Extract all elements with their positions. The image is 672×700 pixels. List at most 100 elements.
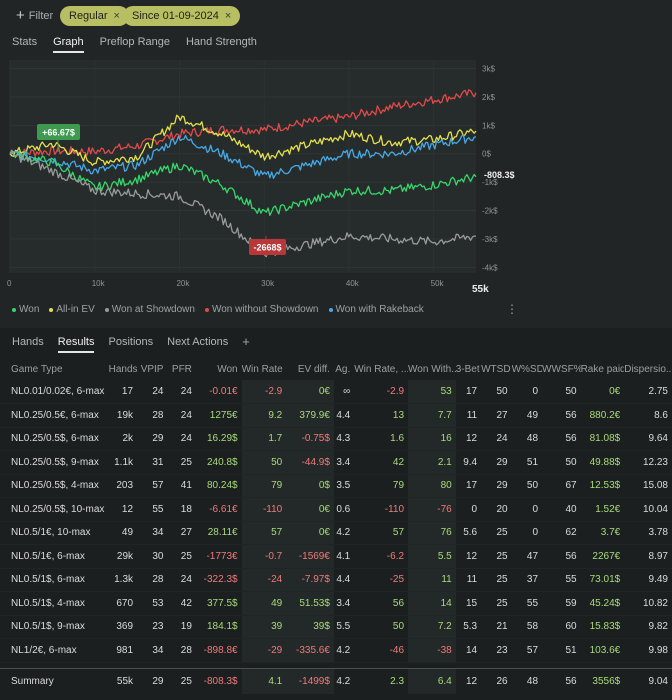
table-cell: 379.9€ (286, 403, 334, 428)
table-cell: 981 (108, 638, 138, 663)
tab-results[interactable]: Results (57, 336, 95, 353)
table-cell: 50 (354, 615, 409, 639)
legend-won-without-showdown[interactable]: Won without Showdown (204, 304, 319, 315)
table-cell: 369 (108, 615, 138, 639)
column-header[interactable]: 3-Bet (455, 363, 480, 375)
table-cell: 24 (167, 380, 196, 404)
table-cell: 2k (108, 427, 138, 451)
table-cell: 80 (408, 474, 456, 498)
tab-preflop-range[interactable]: Preflop Range (99, 36, 170, 48)
table-cell: 73.01$ (580, 568, 625, 592)
column-header[interactable]: Win Rate, ... (354, 363, 409, 375)
table-cell: 0$ (286, 474, 334, 498)
summary-row[interactable]: Summary 55k 29 25 -808.3$ 4.1 -1499$ 4.2 2.3 6.4 1… (0, 667, 672, 694)
column-header[interactable]: WWSF% (542, 363, 581, 375)
table-cell: 0€ (286, 380, 334, 404)
table-cell: 19k (108, 403, 138, 428)
tab-hand-strength[interactable]: Hand Strength (185, 36, 257, 48)
table-cell: 24 (137, 380, 168, 404)
results-graph[interactable]: 3k$ 2k$ 1k$ 0$ -1k$ -2k$ -3k$ -4k$ 0 10k 20k 30k 40k… (0, 0, 672, 300)
table-cell: 14 (408, 591, 456, 616)
table-cell: 34 (137, 638, 168, 663)
min-badge (249, 239, 286, 255)
column-header[interactable]: Ag. (335, 363, 351, 375)
column-header[interactable]: Won (217, 363, 238, 375)
table-cell: 16.29$ (195, 427, 242, 451)
more-icon[interactable]: ⋮ (506, 302, 518, 316)
column-header[interactable]: WTSD (481, 363, 511, 375)
legend-won-at-showdown[interactable]: Won at Showdown (104, 304, 195, 315)
table-cell: 55 (137, 497, 168, 522)
column-header[interactable]: Hands (108, 363, 138, 375)
table-row[interactable]: NL0.25/0.5$, 4-max 203 57 41 80.24$ 79 0$ 3.5 79… (0, 474, 672, 498)
y-tick-label: 3k$ (482, 65, 495, 74)
table-cell: 12 (455, 667, 482, 694)
tab-positions[interactable]: Positions (108, 336, 154, 348)
table-row[interactable]: NL0.25/0.5$, 9-max 1.1k 31 25 240.8$ 50 -44.9$… (0, 450, 672, 475)
column-header[interactable]: Rake paid (580, 363, 625, 375)
table-cell: 42 (167, 591, 196, 616)
column-header[interactable]: EV diff. (297, 363, 330, 375)
table-cell: 1275€ (195, 403, 242, 428)
column-header[interactable]: Win Rate ... (241, 363, 287, 375)
add-filter-button[interactable]: + Filter (8, 6, 61, 26)
x-tick-label: 40k (346, 279, 360, 288)
column-header[interactable]: Game Type (11, 363, 63, 375)
table-row[interactable]: NL0.01/0.02€, 6-max 17 24 24 -0.01€ -2.9 0€ ∞ -2… (0, 380, 672, 404)
table-row[interactable]: NL0.5/1$, 6-max 1.3k 28 24 -322.3$ -24 -7.97$ 4… (0, 568, 672, 592)
table-row[interactable]: NL0.25/0.5$, 6-max 2k 29 24 16.29$ 1.7 -0.75$ 4… (0, 427, 672, 451)
table-cell: 10.04 (624, 497, 672, 522)
table-cell: -29 (241, 638, 287, 663)
table-cell: 50 (542, 450, 581, 475)
tab-next-actions[interactable]: Next Actions (167, 336, 229, 348)
add-tab-icon[interactable]: + (242, 334, 250, 349)
table-cell: 9.04 (624, 667, 672, 694)
table-row[interactable]: NL0.5/1$, 9-max 369 23 19 184.1$ 39 39$ 5.5 50 7.… (0, 615, 672, 639)
table-cell: NL0.25/0.5$, 9-max (0, 450, 109, 475)
column-header[interactable]: PFR (171, 363, 192, 375)
column-header[interactable]: Won With... (408, 363, 456, 375)
table-row[interactable]: NL0.5/1€, 10-max 49 34 27 28.11€ 57 0€ 4.2 57 76 5… (0, 521, 672, 545)
table-row[interactable]: NL1/2€, 6-max 981 34 28 -898.8€ -29 -335.6€ 4.2… (0, 638, 672, 663)
table-cell: NL0.25/0.5$, 10-max (0, 497, 109, 522)
table-cell: 25 (481, 521, 512, 545)
y-tick-label: -2k$ (482, 207, 498, 216)
close-icon[interactable]: × (113, 10, 120, 22)
table-cell: 67 (542, 474, 581, 498)
column-header[interactable]: Dispersio... (624, 363, 672, 375)
series-line-won-without-showdown (10, 89, 477, 158)
table-cell: 7.7 (408, 403, 456, 428)
legend-won-with-rakeback[interactable]: Won with Rakeback (328, 304, 424, 315)
table-cell: 0 (511, 380, 543, 404)
max-badge (37, 124, 80, 140)
table-cell: 26 (481, 667, 512, 694)
tab-hands[interactable]: Hands (12, 336, 44, 348)
column-header[interactable]: W%SD (511, 363, 543, 375)
table-cell: 79 (241, 474, 287, 498)
table-cell: 203 (108, 474, 138, 498)
table-cell: 15 (455, 591, 482, 616)
table-row[interactable]: NL0.25/0.5€, 6-max 19k 28 24 1275€ 9.2 379.9€ 4… (0, 403, 672, 428)
legend-all-in-ev[interactable]: All-in EV (49, 304, 95, 315)
tab-stats[interactable]: Stats (12, 36, 38, 48)
table-cell: 8.6 (624, 403, 672, 428)
filter-chip-date[interactable]: Since 01-09-2024 × (123, 6, 241, 26)
tab-graph[interactable]: Graph (53, 36, 84, 53)
table-row[interactable]: NL0.5/1€, 6-max 29k 30 25 -1773€ -0.7 -1569€ 4.… (0, 544, 672, 569)
table-cell: 2.3 (354, 667, 409, 694)
table-cell: 0 (511, 521, 543, 545)
table-cell: NL0.5/1€, 10-max (0, 521, 109, 545)
column-header[interactable]: VPIP (140, 363, 164, 375)
filter-chip-regular[interactable]: Regular × (60, 6, 129, 26)
table-row[interactable]: NL0.25/0.5$, 10-max 12 55 18 -6.61€ -110 0€ 0.6… (0, 497, 672, 522)
table-row[interactable]: NL0.5/1$, 4-max 670 53 42 377.5$ 49 51.53$ 3.4 5… (0, 591, 672, 616)
table-cell: -6.2 (354, 544, 409, 569)
table-cell: 55 (511, 591, 543, 616)
table-cell: 76 (408, 521, 456, 545)
table-cell: 17 (108, 380, 138, 404)
close-icon[interactable]: × (224, 10, 232, 22)
table-cell: 0 (511, 497, 543, 522)
series-line-won (9, 150, 477, 217)
legend-won[interactable]: Won (12, 304, 39, 315)
table-cell: 880.2€ (580, 403, 625, 428)
